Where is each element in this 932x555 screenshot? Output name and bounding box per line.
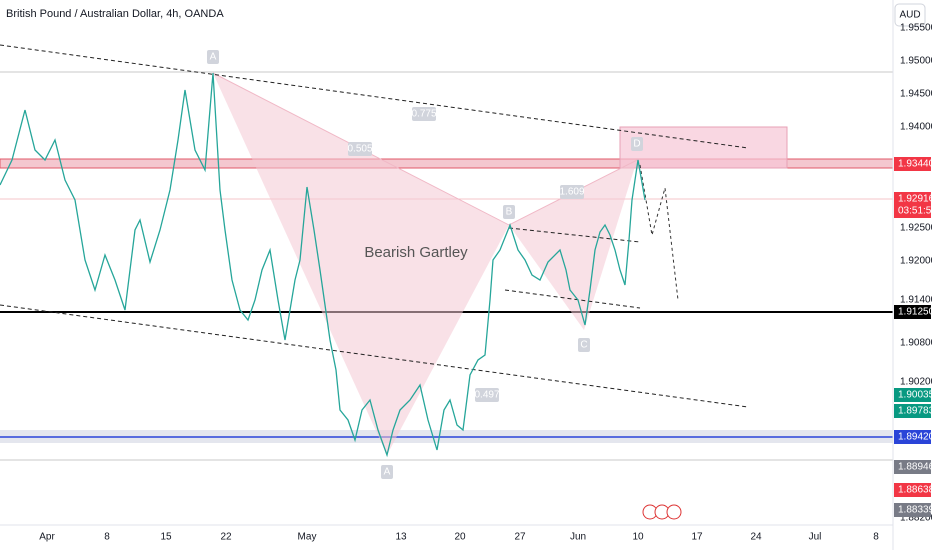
price-badge	[894, 460, 931, 474]
ratio-box	[348, 142, 372, 156]
price-badge-label: 1.89783	[898, 406, 932, 417]
pattern-point: A	[210, 52, 217, 63]
time-label: Jun	[570, 532, 586, 543]
pattern-triangle	[213, 73, 509, 455]
pattern-name: Bearish Gartley	[364, 244, 468, 261]
price-label: 1.94500	[900, 89, 932, 100]
countdown: 03:51:53	[898, 206, 932, 217]
pattern-point: A	[384, 467, 391, 478]
time-label: 8	[873, 532, 879, 543]
price-badge	[894, 483, 931, 497]
ratio-box	[412, 107, 436, 121]
price-label: 1.91400	[900, 295, 932, 306]
price-badge	[894, 157, 931, 171]
event-icons[interactable]	[642, 504, 682, 520]
time-label: Jul	[809, 532, 822, 543]
price-label: 1.95000	[900, 56, 932, 67]
ratio-label: 1.609	[559, 187, 584, 198]
price-label: 1.90800	[900, 338, 932, 349]
ratio-box	[560, 185, 584, 199]
time-label: 15	[160, 532, 172, 543]
price-label: 1.90200	[900, 377, 932, 388]
ratio-box	[475, 388, 499, 402]
price-badge-label: 1.88638	[898, 485, 932, 496]
pattern-point-box	[578, 338, 590, 352]
currency-button-label[interactable]: AUD	[899, 10, 920, 21]
price-badge-label: 1.90035	[898, 390, 932, 401]
pattern-point-box	[207, 50, 219, 64]
price-badge	[894, 404, 931, 418]
time-label: 10	[632, 532, 644, 543]
time-label: 24	[750, 532, 762, 543]
price-path	[0, 72, 646, 458]
price-badge-label: 1.91250	[898, 307, 932, 318]
ratio-label: 0.775	[411, 109, 436, 120]
prz-zone	[619, 126, 788, 169]
time-label: Apr	[39, 532, 55, 543]
price-badge-label: 1.88339	[898, 505, 932, 516]
ratio-label: 0.505	[347, 144, 372, 155]
chart-title: British Pound / Australian Dollar, 4h, O…	[6, 8, 224, 20]
time-label: 8	[104, 532, 110, 543]
price-label: 1.95500	[900, 23, 932, 34]
time-label: 20	[454, 532, 466, 543]
pattern-triangle	[509, 160, 637, 330]
pattern-point: B	[506, 207, 513, 218]
price-label: 1.92000	[900, 256, 932, 267]
price-badge	[894, 388, 931, 402]
pattern-point-box	[381, 465, 393, 479]
time-label: 27	[514, 532, 526, 543]
event-icon[interactable]	[666, 504, 682, 520]
price-label: 1.94000	[900, 122, 932, 133]
price-badge	[894, 503, 931, 517]
time-label: 22	[220, 532, 232, 543]
pattern-point: C	[580, 340, 587, 351]
pattern-point-box	[503, 205, 515, 219]
channel-line	[504, 289, 641, 309]
price-badge-label: 1.93440	[898, 159, 932, 170]
price-badge-label: 1.92916	[898, 194, 932, 205]
price-badge	[894, 305, 931, 319]
price-badge	[894, 192, 931, 218]
price-badge-label: 1.89420	[898, 432, 932, 443]
time-label: 13	[395, 532, 407, 543]
currency-button[interactable]	[894, 3, 926, 27]
price-label: 1.88200	[900, 513, 932, 524]
time-label: May	[298, 532, 317, 543]
projection	[639, 164, 679, 301]
pattern-line	[212, 72, 638, 226]
ratio-label: 0.497	[474, 390, 499, 401]
price-badge	[894, 430, 931, 444]
time-label: 17	[691, 532, 703, 543]
pattern-point-box	[631, 137, 643, 151]
pattern-point: D	[633, 139, 640, 150]
channel-line	[508, 227, 641, 243]
price-badge-label: 1.88946	[898, 462, 932, 473]
price-label: 1.92500	[900, 223, 932, 234]
